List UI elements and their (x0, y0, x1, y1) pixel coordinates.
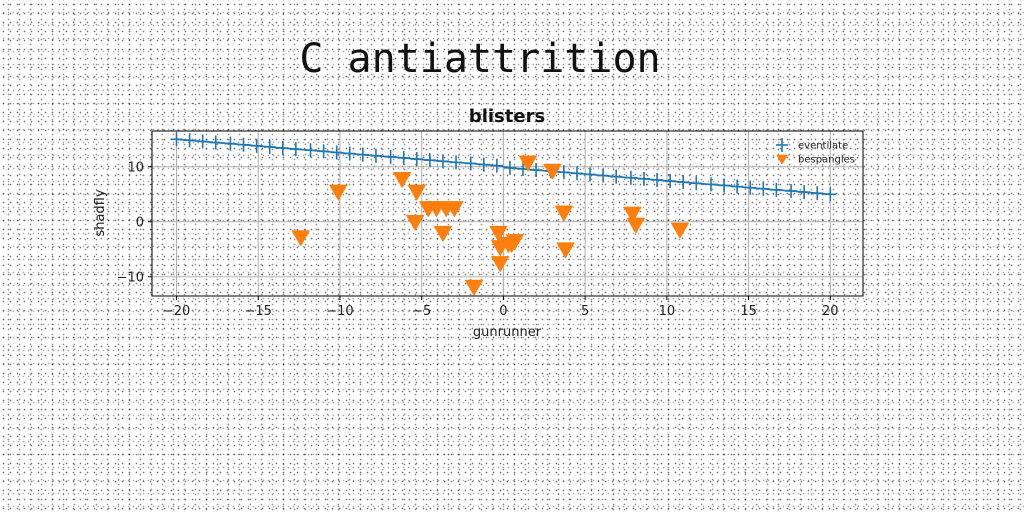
x-tick-label: −5 (412, 304, 431, 319)
data-point (757, 181, 770, 196)
data-point (209, 135, 222, 150)
data-point (170, 132, 183, 147)
x-tick-label: 5 (581, 304, 589, 319)
data-point (291, 230, 310, 247)
data-point (624, 170, 637, 185)
data-point (250, 138, 263, 153)
data-point (410, 152, 423, 167)
data-point (651, 172, 664, 187)
data-point (490, 158, 503, 173)
y-tick-label: 10 (127, 160, 144, 175)
data-point (477, 157, 490, 172)
data-point (445, 201, 464, 217)
grid-lines (152, 131, 863, 296)
y-tick-label: −10 (117, 270, 144, 285)
data-point (798, 185, 811, 200)
data-point (289, 142, 302, 157)
legend-entry: bespangles (776, 154, 855, 166)
data-point (554, 205, 573, 222)
data-point (505, 234, 524, 250)
data-point (489, 225, 508, 242)
data-point (503, 160, 516, 175)
data-point (317, 144, 330, 159)
chart-title: blisters (469, 106, 545, 127)
data-point (704, 177, 717, 192)
data-point (237, 137, 250, 152)
data-point (263, 139, 276, 154)
y-axis-label: shadfly (93, 189, 108, 236)
data-point (824, 187, 837, 202)
data-point (543, 163, 562, 180)
data-point (491, 256, 510, 272)
x-tick-label: 0 (499, 304, 507, 319)
x-tick-label: 20 (822, 304, 839, 319)
data-point (584, 167, 597, 182)
data-point (464, 279, 483, 296)
x-tick-label: −15 (245, 304, 272, 319)
x-axis-label: gunrunner (473, 325, 542, 340)
data-point (369, 148, 382, 163)
y-tick-label: 0 (136, 215, 144, 230)
data-point (744, 180, 757, 195)
data-point (518, 155, 537, 172)
data-point (637, 171, 650, 186)
data-point (397, 150, 410, 165)
legend-marker (776, 154, 788, 165)
data-point (570, 166, 583, 181)
data-point (304, 143, 317, 158)
data-point (690, 176, 703, 191)
data-point (329, 184, 348, 201)
data-point (330, 145, 343, 160)
legend-marker (776, 138, 788, 152)
series-eventilate (170, 132, 837, 202)
data-point (356, 147, 369, 162)
data-point (530, 163, 543, 178)
data-point (196, 134, 209, 149)
data-point (556, 242, 575, 259)
data-point (626, 217, 645, 234)
data-point (224, 136, 237, 151)
data-point (423, 153, 436, 168)
data-point (664, 174, 677, 189)
data-point (731, 179, 744, 194)
data-point (393, 171, 412, 188)
data-point (770, 182, 783, 197)
data-point (785, 183, 798, 198)
data-point (718, 178, 731, 193)
x-tick-label: −20 (163, 304, 190, 319)
data-point (407, 184, 426, 201)
data-point (464, 156, 477, 171)
data-point (670, 222, 689, 239)
page-title: C antiattrition (299, 36, 661, 82)
legend-label: bespangles (798, 155, 855, 166)
data-point (433, 225, 452, 242)
legend-entry: eventilate (776, 138, 848, 152)
data-point (557, 165, 570, 180)
data-point (406, 214, 425, 231)
x-tick-label: 15 (740, 304, 757, 319)
x-tick-label: 10 (659, 304, 676, 319)
plot-frame (151, 130, 864, 297)
series-layer (170, 132, 837, 296)
data-point (436, 154, 449, 169)
data-point (610, 169, 623, 184)
data-point (597, 168, 610, 183)
x-tick-label: −10 (326, 304, 353, 319)
data-point (343, 146, 356, 161)
data-point (450, 155, 463, 170)
legend: eventilate bespangles (776, 138, 855, 166)
data-point (677, 175, 690, 190)
data-point (384, 149, 397, 164)
data-point (276, 141, 289, 156)
series-bespangles (291, 155, 689, 296)
data-point (183, 133, 196, 148)
legend-label: eventilate (798, 141, 848, 152)
data-point (623, 206, 642, 223)
data-point (811, 186, 824, 201)
axis-ticks: −20 −15 −10 −5 0 5 10 15 20 −10 0 10 (117, 160, 839, 319)
